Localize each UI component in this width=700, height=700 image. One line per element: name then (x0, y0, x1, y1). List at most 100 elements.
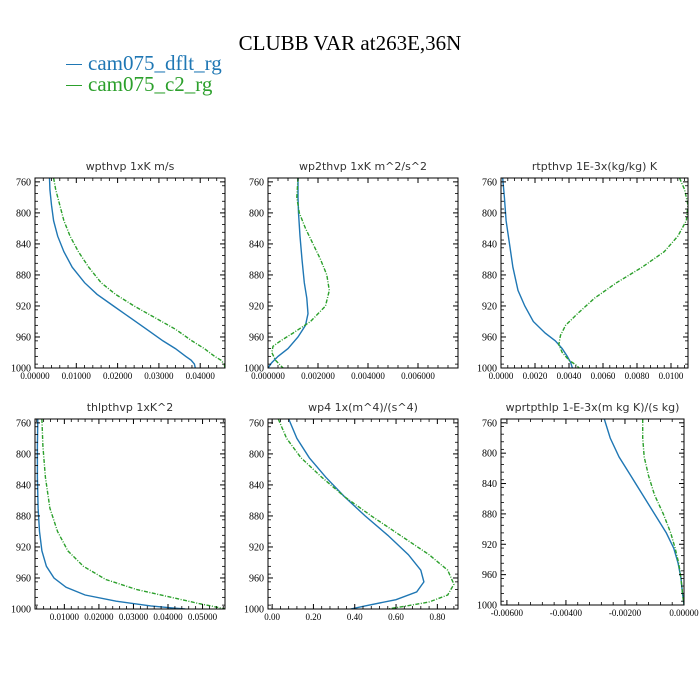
series-line-c2 (558, 178, 688, 368)
y-tick-label: 1000 (477, 364, 497, 375)
y-tick-label: 920 (249, 542, 264, 553)
x-tick-label: 0.0080 (625, 371, 650, 381)
y-tick-label: 920 (249, 301, 264, 312)
x-tick-label: 0.02000 (103, 371, 133, 381)
x-tick-label: -0.00600 (491, 608, 524, 618)
plot-frame (34, 177, 226, 369)
x-tick-label: 0.04000 (153, 612, 183, 622)
panel-title: wpthvp 1xK m/s (86, 160, 175, 173)
x-tick-label: 0.0020 (523, 371, 548, 381)
y-tick-label: 1000 (244, 605, 264, 616)
legend-line-icon (66, 84, 82, 86)
panel-title: thlpthvp 1xK^2 (87, 401, 174, 414)
y-tick-label: 840 (249, 480, 264, 491)
x-tick-label: 0.000000 (251, 371, 285, 381)
y-tick-label: 1000 (477, 601, 497, 612)
series-line-c2 (52, 178, 225, 368)
series-line-dflt (48, 178, 196, 368)
series-line-c2 (41, 419, 225, 609)
y-tick-label: 960 (482, 332, 497, 343)
y-tick-label: 840 (16, 480, 31, 491)
figure-title: CLUBB VAR at263E,36N (238, 31, 462, 55)
panel-3: rtpthvp 1E-3x(kg/kg) K 760 800 840 880 920 960… (477, 160, 689, 381)
panel-5: wp4 1x(m^4)/(s^4)76080084088092096010000… (244, 401, 459, 622)
legend-label: cam075_dflt_rg (88, 51, 222, 75)
y-tick-label: 760 (249, 177, 264, 188)
panel-title: rtpthvp 1E-3x(kg/kg) K (532, 160, 658, 173)
y-tick-label: 960 (482, 570, 497, 581)
y-tick-label: 800 (482, 208, 497, 219)
x-tick-label: 0.03000 (144, 371, 174, 381)
y-tick-label: 800 (482, 449, 497, 460)
series-line-c2 (277, 419, 455, 609)
y-tick-label: 760 (249, 418, 264, 429)
y-tick-label: 880 (16, 270, 31, 281)
y-tick-label: 800 (249, 208, 264, 219)
y-tick-label: 960 (249, 332, 264, 343)
x-tick-label: 0.05000 (188, 612, 218, 622)
x-tick-label: 0.60 (388, 612, 404, 622)
x-tick-label: 0.0060 (591, 371, 616, 381)
plot-frame (267, 177, 459, 369)
series-line-dflt (603, 419, 684, 605)
y-tick-label: 960 (249, 573, 264, 584)
y-tick-label: 880 (249, 270, 264, 281)
x-tick-label: 0.002000 (301, 371, 335, 381)
x-tick-label: 0.00000 (20, 371, 50, 381)
x-tick-label: 0.40 (347, 612, 363, 622)
y-tick-label: 840 (249, 239, 264, 250)
y-tick-label: 960 (16, 332, 31, 343)
x-tick-label: 0.006000 (401, 371, 435, 381)
x-tick-label: 0.0000 (489, 371, 514, 381)
y-tick-label: 960 (16, 573, 31, 584)
legend-label: cam075_c2_rg (88, 72, 213, 96)
plot-frame (500, 177, 689, 369)
series-line-dflt (268, 178, 309, 368)
x-tick-label: 0.20 (306, 612, 322, 622)
x-tick-label: 0.004000 (351, 371, 385, 381)
x-tick-label: 0.0100 (659, 371, 684, 381)
y-tick-label: 920 (482, 540, 497, 551)
panel-1: wpthvp 1xK m/s 760 800 840 880 920 960 10000.00… (11, 160, 226, 381)
y-tick-label: 760 (16, 418, 31, 429)
y-tick-label: 840 (482, 239, 497, 250)
series-line-c2 (271, 178, 331, 368)
panel-title: wprtpthlp 1-E-3x(m kg K)/(s kg) (506, 401, 680, 414)
y-tick-label: 800 (16, 449, 31, 460)
y-tick-label: 760 (482, 177, 497, 188)
y-tick-label: 880 (16, 511, 31, 522)
plot-frame (34, 418, 226, 610)
panel-4: thlpthvp 1xK^2 760 800 840 880 920 960 1000 0.01… (11, 401, 226, 622)
series-line-c2 (642, 419, 684, 605)
x-tick-label: 0.02000 (84, 612, 114, 622)
y-tick-label: 760 (482, 418, 497, 429)
series-line-dflt (36, 419, 186, 609)
x-tick-label: 0.03000 (119, 612, 149, 622)
x-tick-label: 0.04000 (186, 371, 216, 381)
legend-entry-c2: cam075_c2_rg (66, 73, 212, 95)
y-tick-label: 800 (249, 449, 264, 460)
y-tick-label: 1000 (244, 364, 264, 375)
y-tick-label: 920 (482, 301, 497, 312)
plot-frame (500, 418, 685, 606)
x-tick-label: -0.00200 (609, 608, 642, 618)
y-tick-label: 920 (16, 542, 31, 553)
y-tick-label: 800 (16, 208, 31, 219)
panel-6: wprtpthlp 1-E-3x(m kg K)/(s kg) 760 800 840… (477, 401, 699, 618)
panel-title: wp2thvp 1xK m^2/s^2 (299, 160, 427, 173)
x-tick-label: 0.00000 (669, 608, 699, 618)
series-line-dflt (502, 178, 574, 368)
x-tick-label: 0.01000 (50, 612, 80, 622)
y-tick-label: 760 (16, 177, 31, 188)
x-tick-label: -0.00400 (550, 608, 583, 618)
y-tick-label: 840 (482, 479, 497, 490)
y-tick-label: 880 (482, 270, 497, 281)
y-tick-label: 880 (249, 511, 264, 522)
x-tick-label: 0.80 (429, 612, 445, 622)
x-tick-label: 0.01000 (62, 371, 92, 381)
x-tick-label: 0.00 (264, 612, 280, 622)
legend-entry-dflt: cam075_dflt_rg (66, 52, 222, 74)
y-tick-label: 1000 (11, 364, 31, 375)
panel-title: wp4 1x(m^4)/(s^4) (308, 401, 418, 414)
